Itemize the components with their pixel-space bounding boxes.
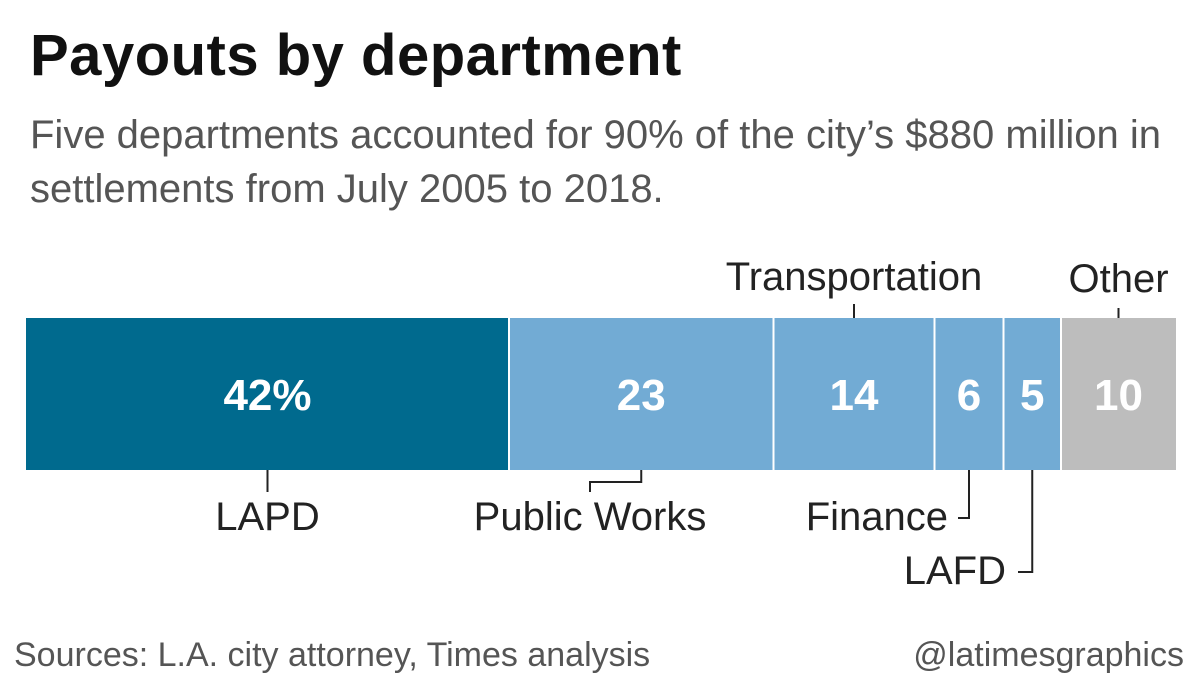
source-note: Sources: L.A. city attorney, Times analy… bbox=[14, 636, 651, 674]
graphics-credit: @latimesgraphics bbox=[913, 636, 1184, 674]
category-label-lafd: LAFD bbox=[904, 549, 1006, 593]
bar-value-labels: 42% 23 14 6 5 10 bbox=[223, 371, 1143, 420]
bar-public-works bbox=[509, 318, 774, 470]
label-leader-lines bbox=[266, 304, 1120, 573]
category-labels: LAPD Public Works Transportation Finance LAF… bbox=[215, 255, 1168, 593]
bar-finance bbox=[934, 318, 1004, 470]
stacked-bar-chart: 42% 23 14 6 5 10 LAPD Public Works Transportati… bbox=[26, 255, 1176, 593]
bar-segments bbox=[26, 318, 1176, 470]
bar-lapd bbox=[26, 318, 509, 470]
category-label-public-works: Public Works bbox=[474, 495, 707, 539]
leader-finance bbox=[958, 470, 970, 519]
bar-lafd bbox=[1003, 318, 1061, 470]
leader-lafd bbox=[1018, 470, 1034, 573]
leader-public-works bbox=[589, 470, 643, 492]
value-label-public-works: 23 bbox=[617, 371, 666, 420]
value-label-finance: 6 bbox=[957, 371, 981, 420]
value-label-other: 10 bbox=[1094, 371, 1143, 420]
category-label-other: Other bbox=[1068, 257, 1168, 301]
category-label-finance: Finance bbox=[806, 495, 948, 539]
bar-other bbox=[1061, 318, 1176, 470]
chart-subtitle: Five departments accounted for 90% of th… bbox=[30, 113, 1161, 211]
chart-title: Payouts by department bbox=[30, 23, 682, 88]
value-label-lapd: 42% bbox=[223, 371, 311, 420]
category-label-lapd: LAPD bbox=[215, 495, 320, 539]
value-label-transportation: 14 bbox=[830, 371, 879, 420]
value-label-lafd: 5 bbox=[1020, 371, 1044, 420]
bar-transportation bbox=[773, 318, 935, 470]
category-label-transportation: Transportation bbox=[726, 255, 982, 299]
